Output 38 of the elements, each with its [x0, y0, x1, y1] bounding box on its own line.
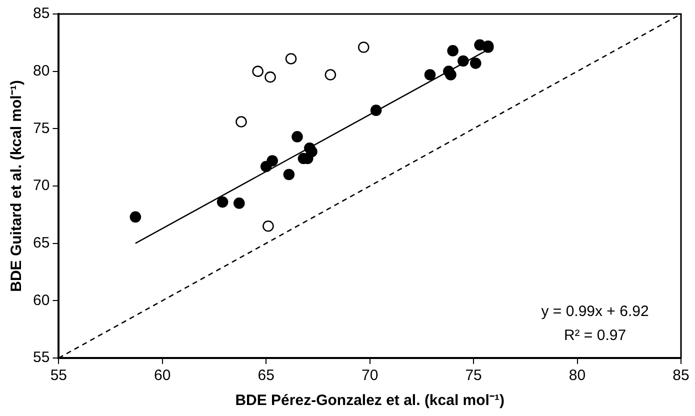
- y-tick-label: 75: [32, 120, 50, 137]
- point: [285, 53, 297, 64]
- point: [306, 146, 318, 158]
- annotation: y = 0.99x + 6.92: [541, 303, 649, 320]
- y-tick-label: 60: [32, 292, 50, 309]
- point: [216, 196, 228, 208]
- x-tick-label: 75: [465, 367, 482, 384]
- x-tick-label: 60: [154, 367, 171, 384]
- x-tick-label: 80: [568, 367, 586, 384]
- point: [236, 116, 247, 128]
- point: [358, 42, 370, 53]
- point: [252, 66, 264, 77]
- y-tick-label: 55: [32, 349, 50, 366]
- x-tick-label: 65: [258, 367, 274, 384]
- point: [264, 71, 276, 83]
- point: [292, 131, 303, 142]
- annotation: R² = 0.97: [564, 327, 626, 344]
- point: [283, 168, 295, 180]
- point: [445, 69, 456, 80]
- point: [458, 55, 469, 67]
- point: [447, 45, 458, 56]
- y-axis-title: BDE Guitard et al. (kcal mol⁻¹): [8, 80, 26, 292]
- y-tick-label: 85: [32, 5, 50, 22]
- point: [470, 58, 482, 69]
- y-tick-label: 80: [32, 62, 50, 80]
- y-tick-label: 65: [32, 234, 50, 252]
- x-tick-label: 70: [362, 367, 378, 384]
- point: [324, 69, 336, 80]
- y-tick-label: 70: [32, 177, 50, 194]
- point: [424, 69, 436, 80]
- point: [266, 155, 278, 166]
- point: [234, 198, 245, 209]
- point: [262, 220, 274, 232]
- x-axis-title: BDE Pérez-Gonzalez et al. (kcal mol⁻¹): [235, 392, 504, 410]
- x-tick-label: 85: [672, 367, 690, 384]
- point: [370, 104, 382, 116]
- x-tick-label: 55: [50, 367, 68, 384]
- point: [130, 211, 142, 223]
